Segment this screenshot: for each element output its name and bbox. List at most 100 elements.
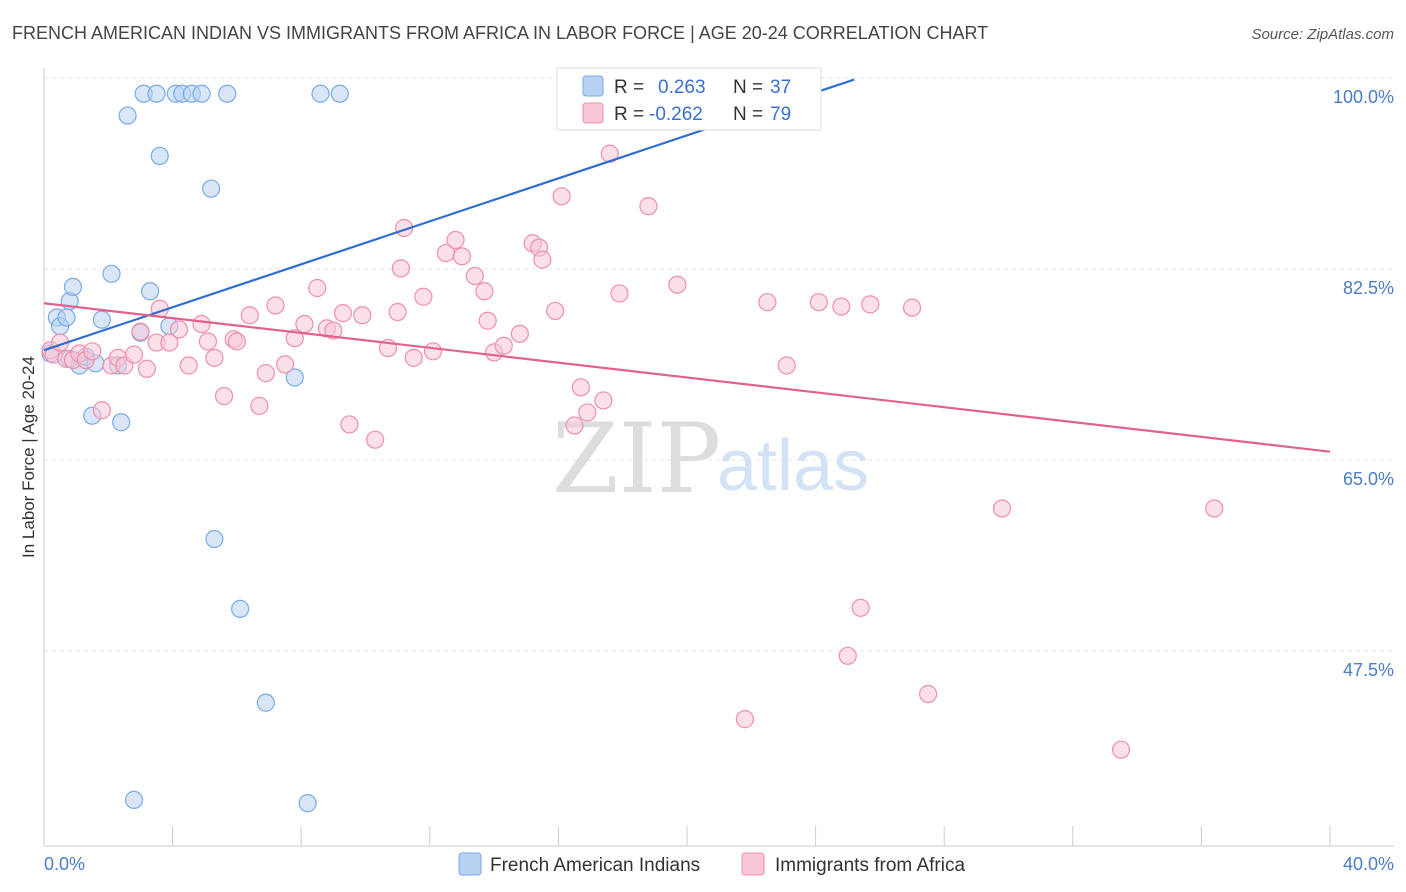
x-tick-label-max: 40.0% [1343,854,1394,874]
trend-lines [43,78,1331,453]
point-french-american-indians-27 [205,529,224,549]
point-french-american-indians-31 [285,368,304,387]
point-french-american-indians-26 [202,179,221,198]
point-immigrants-from-africa-32 [295,314,314,334]
stats-n-label-pink: N = [733,104,763,125]
point-immigrants-from-africa-45 [414,287,433,306]
y-axis-label: In Labor Force | Age 20-24 [19,356,38,558]
point-immigrants-from-africa-28 [256,364,275,383]
y-tick-label-1: 82.5% [1343,278,1394,298]
point-french-american-indians-6 [63,277,83,297]
point-french-american-indians-14 [112,413,131,432]
point-immigrants-from-africa-8 [92,401,111,420]
y-tick-labels: 100.0% 82.5% 65.0% 47.5% [1333,87,1394,680]
stats-swatch-blue [582,75,604,97]
point-immigrants-from-africa-22 [205,348,224,367]
point-immigrants-from-africa-33 [308,278,327,298]
chart-source: Source: ZipAtlas.com [1251,26,1394,43]
point-immigrants-from-africa-72 [809,293,828,312]
point-immigrants-from-africa-49 [452,247,472,266]
point-immigrants-from-africa-78 [919,684,938,704]
y-tick-label-3: 47.5% [1343,660,1394,680]
scatter-points [41,84,1224,813]
point-immigrants-from-africa-46 [423,342,443,361]
point-french-american-indians-28 [218,84,237,103]
legend-label-immigrants-from-africa: Immigrants from Africa [775,855,965,876]
point-immigrants-from-africa-79 [992,499,1012,518]
point-immigrants-from-africa-69 [735,710,754,729]
point-immigrants-from-africa-71 [777,356,796,375]
stats-n-value-pink: 79 [770,104,791,125]
point-immigrants-from-africa-75 [851,598,870,617]
point-immigrants-from-africa-29 [266,296,285,315]
point-immigrants-from-africa-30 [276,355,295,374]
point-immigrants-from-africa-52 [478,311,497,330]
point-french-american-indians-34 [330,84,349,103]
point-immigrants-from-africa-68 [668,275,687,294]
stats-r-value-blue: 0.263 [658,77,706,98]
legend-swatch-immigrants-from-africa [741,852,765,876]
point-immigrants-from-africa-7 [83,342,102,361]
point-immigrants-from-africa-74 [838,646,857,665]
point-french-american-indians-30 [256,693,275,712]
point-french-american-indians-25 [192,84,211,103]
point-immigrants-from-africa-64 [594,391,613,410]
series-legend: French American Indians Immigrants from … [458,852,965,876]
point-french-american-indians-29 [231,599,250,618]
point-french-american-indians-37 [124,790,144,809]
point-immigrants-from-africa-55 [510,324,529,343]
point-immigrants-from-africa-61 [565,416,584,435]
point-immigrants-from-africa-35 [324,321,343,340]
legend-label-french-american-indians: French American Indians [490,855,700,876]
point-immigrants-from-africa-41 [388,302,407,322]
point-immigrants-from-africa-21 [198,332,218,351]
point-immigrants-from-africa-76 [861,295,880,314]
point-immigrants-from-africa-62 [571,378,591,397]
point-french-american-indians-15 [118,106,137,125]
point-immigrants-from-africa-37 [340,415,359,434]
point-immigrants-from-africa-66 [610,284,629,303]
y-tick-label-0: 100.0% [1333,87,1394,107]
point-immigrants-from-africa-42 [391,259,410,278]
point-immigrants-from-africa-17 [160,333,179,352]
point-immigrants-from-africa-51 [475,282,494,301]
point-immigrants-from-africa-26 [240,306,259,325]
point-immigrants-from-africa-14 [137,359,156,378]
stats-r-value-pink: -0.262 [649,104,703,125]
x-tick-marks [43,826,1331,846]
point-french-american-indians-33 [311,84,330,103]
point-immigrants-from-africa-54 [494,336,513,355]
point-immigrants-from-africa-36 [333,304,353,323]
stats-legend: R = 0.263 N = 37 R = -0.262 N = 79 [556,67,822,131]
point-immigrants-from-africa-44 [404,348,423,367]
point-immigrants-from-africa-25 [227,332,246,351]
point-immigrants-from-africa-63 [578,403,597,422]
point-immigrants-from-africa-80 [1111,740,1131,759]
point-immigrants-from-africa-73 [832,297,851,316]
point-immigrants-from-africa-70 [758,293,777,312]
point-immigrants-from-africa-77 [902,298,922,317]
stats-n-value-blue: 37 [770,77,791,98]
trend-line-immigrants-from-africa [43,302,1331,453]
point-french-american-indians-11 [92,310,111,329]
legend-swatch-french-american-indians [458,852,482,876]
point-immigrants-from-africa-31 [285,329,304,348]
point-immigrants-from-africa-39 [366,430,385,449]
point-french-american-indians-20 [150,146,169,166]
x-tick-label-min: 0.0% [44,854,85,874]
point-immigrants-from-africa-20 [192,314,211,334]
point-french-american-indians-19 [147,84,166,103]
point-immigrants-from-africa-60 [552,187,571,206]
stats-r-label-pink: R = [614,104,644,125]
point-immigrants-from-africa-58 [533,250,552,269]
point-immigrants-from-africa-27 [250,396,269,415]
point-immigrants-from-africa-81 [1205,499,1224,518]
gridlines [44,77,1394,652]
watermark-atlas: atlas [717,426,869,506]
point-immigrants-from-africa-50 [465,266,484,286]
point-french-american-indians-18 [140,282,160,301]
stats-r-label-blue: R = [614,77,644,98]
point-french-american-indians-12 [102,264,121,283]
watermark: ZIP atlas [552,403,869,515]
